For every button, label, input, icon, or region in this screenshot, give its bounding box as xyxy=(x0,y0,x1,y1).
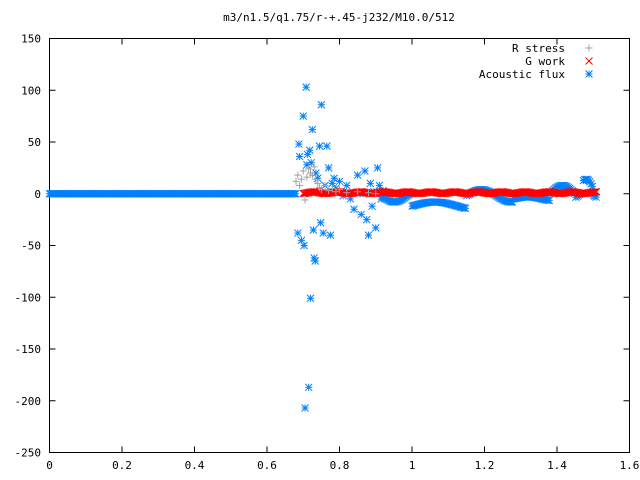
r-stress-point xyxy=(332,188,340,196)
x-tick-label: 1.6 xyxy=(620,459,640,472)
y-tick-label: 150 xyxy=(21,33,41,46)
acoustic-flux-point xyxy=(330,174,338,183)
chart-title: m3/n1.5/q1.75/r-+.45-j232/M10.0/512 xyxy=(223,11,455,24)
y-tick-label: -150 xyxy=(15,343,42,356)
acoustic-flux-point xyxy=(362,215,371,224)
r-stress-point xyxy=(297,175,305,183)
series-r-stress xyxy=(292,163,380,204)
y-tick-label: -50 xyxy=(21,240,41,253)
x-tick-label: 1.2 xyxy=(475,459,495,472)
legend-marker-r-stress xyxy=(585,44,593,52)
x-tick-label: 0 xyxy=(46,459,53,472)
legend-marker-acoustic-flux xyxy=(585,70,593,78)
acoustic-flux-point xyxy=(307,158,316,167)
g-work-point xyxy=(592,188,601,196)
acoustic-flux-point xyxy=(300,241,308,250)
r-stress-point xyxy=(308,171,316,179)
x-axis: 0 0.2 0.4 0.6 0.8 1 1.2 1.4 1.6 xyxy=(46,38,640,472)
r-stress-point xyxy=(292,177,300,185)
y-tick-label: -100 xyxy=(15,291,42,304)
legend-marker-symbol xyxy=(585,57,593,65)
y-tick-label: 0 xyxy=(34,188,41,201)
acoustic-flux-point xyxy=(326,231,335,240)
acoustic-flux-point xyxy=(375,181,384,190)
acoustic-flux-point xyxy=(317,100,326,109)
r-stress-point xyxy=(321,181,329,189)
r-stress-point xyxy=(336,186,343,194)
r-stress-point xyxy=(365,189,372,197)
x-tick-label: 1.4 xyxy=(547,459,567,472)
r-stress-point xyxy=(310,163,318,171)
g-work-point xyxy=(589,188,598,196)
r-stress-point xyxy=(354,188,362,196)
r-stress-point xyxy=(294,171,302,179)
acoustic-flux-point xyxy=(305,146,314,155)
legend-label-acoustic-flux: Acoustic flux xyxy=(479,68,565,81)
legend-marker-symbol xyxy=(585,70,593,78)
r-stress-point xyxy=(305,165,313,173)
y-tick-label: -250 xyxy=(15,447,42,460)
acoustic-flux-point xyxy=(335,177,344,186)
r-stress-point xyxy=(372,190,380,198)
acoustic-flux-point xyxy=(368,202,376,211)
y-tick-label: 50 xyxy=(28,136,41,149)
acoustic-flux-point xyxy=(545,196,554,205)
acoustic-flux-point xyxy=(301,404,309,412)
r-stress-point xyxy=(301,196,309,204)
acoustic-flux-point xyxy=(291,189,300,198)
x-tick-label: 1 xyxy=(409,459,416,472)
acoustic-flux-point xyxy=(316,218,325,227)
r-stress-point xyxy=(296,181,304,189)
legend-marker-symbol xyxy=(585,44,593,52)
acoustic-flux-point xyxy=(315,142,324,150)
r-stress-point xyxy=(317,186,325,194)
r-stress-point xyxy=(312,175,320,183)
acoustic-flux-point xyxy=(350,205,358,214)
acoustic-flux-point xyxy=(461,204,470,213)
acoustic-flux-point xyxy=(299,112,308,120)
acoustic-flux-point xyxy=(371,224,380,232)
legend-label-g-work: G work xyxy=(525,55,565,68)
acoustic-flux-point xyxy=(324,164,333,172)
g-work-point xyxy=(591,188,599,196)
acoustic-flux-point xyxy=(293,229,302,237)
r-stress-point xyxy=(328,185,336,193)
series-layer xyxy=(45,83,601,412)
legend-label-r-stress: R stress xyxy=(512,42,565,55)
legend-marker-g-work xyxy=(585,57,593,65)
acoustic-flux-point xyxy=(304,383,313,392)
acoustic-flux-point xyxy=(302,83,311,91)
x-tick-label: 0.4 xyxy=(185,459,205,472)
acoustic-flux-point xyxy=(366,179,375,188)
acoustic-flux-point xyxy=(373,164,382,172)
y-axis: 150 100 50 0 -50 -100 -150 -200 -250 xyxy=(15,33,630,460)
r-stress-point xyxy=(325,187,333,195)
acoustic-flux-point xyxy=(308,125,317,134)
x-tick-label: 0.2 xyxy=(112,459,132,472)
r-stress-point xyxy=(303,173,311,181)
x-tick-label: 0.8 xyxy=(330,459,350,472)
acoustic-flux-point xyxy=(353,171,362,179)
acoustic-flux-point xyxy=(364,231,373,240)
acoustic-flux-point xyxy=(361,167,369,175)
x-tick-label: 0.6 xyxy=(257,459,277,472)
r-stress-point xyxy=(314,179,322,187)
acoustic-flux-point xyxy=(311,257,320,265)
acoustic-flux-point xyxy=(319,229,328,237)
y-tick-label: -200 xyxy=(15,395,42,408)
acoustic-flux-point xyxy=(342,181,351,190)
acoustic-flux-point xyxy=(306,294,315,303)
acoustic-flux-point xyxy=(322,142,331,150)
acoustic-flux-point xyxy=(295,152,304,161)
acoustic-flux-point xyxy=(309,226,318,234)
y-tick-label: 100 xyxy=(21,84,41,97)
r-stress-point xyxy=(299,167,307,175)
r-stress-point xyxy=(343,189,351,197)
legend: R stress G work Acoustic flux xyxy=(479,42,593,81)
acoustic-flux-baseline xyxy=(45,189,300,198)
acoustic-flux-point xyxy=(295,140,303,148)
